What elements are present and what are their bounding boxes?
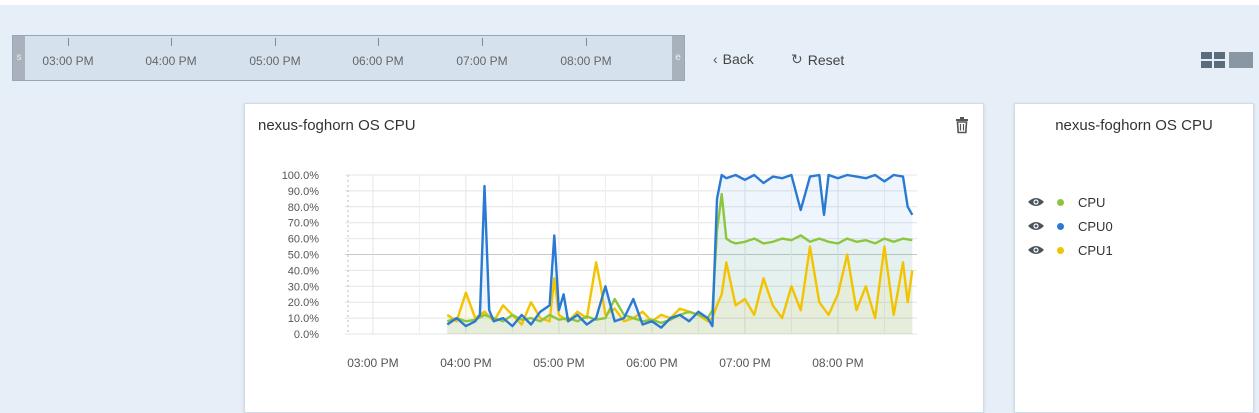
- y-tick-label: 80.0%: [288, 202, 319, 214]
- series-area-cpu1: [447, 246, 913, 334]
- y-tick-label: 90.0%: [288, 186, 319, 198]
- x-tick-label: 08:00 PM: [812, 356, 863, 370]
- legend-label-cpu1: CPU1: [1078, 242, 1113, 258]
- legend-dot-cpu: [1057, 198, 1064, 206]
- timeline-end-handle[interactable]: e: [672, 36, 684, 80]
- timeline-brush[interactable]: s 03:00 PM 04:00 PM 05:00 PM 06:00 PM 07:00 …: [12, 35, 685, 81]
- y-tick-label: 70.0%: [288, 218, 319, 230]
- x-tick-label: 04:00 PM: [440, 356, 491, 370]
- legend-panel-title: nexus-foghorn OS CPU: [1055, 117, 1213, 134]
- y-tick-label: 10.0%: [288, 313, 319, 325]
- y-tick-label: 100.0%: [282, 170, 320, 182]
- reset-label: Reset: [807, 51, 845, 68]
- y-tick-label: 0.0%: [294, 329, 319, 341]
- refresh-icon: ↻: [791, 51, 803, 67]
- y-tick-label: 50.0%: [288, 250, 319, 262]
- chart-panel-title: nexus-foghorn OS CPU: [258, 117, 416, 134]
- chevron-left-icon: ‹: [713, 51, 718, 67]
- legend-item-cpu1[interactable]: CPU1: [1027, 238, 1113, 262]
- series-line-cpu0: [446, 173, 914, 329]
- legend-item-cpu0[interactable]: CPU0: [1027, 214, 1113, 238]
- trash-icon[interactable]: [953, 116, 971, 134]
- eye-icon[interactable]: [1027, 196, 1045, 208]
- x-tick-label: 07:00 PM: [719, 356, 770, 370]
- single-view-icon[interactable]: [1229, 52, 1253, 68]
- timeline-tick: [586, 38, 587, 46]
- legend-dot-cpu1: [1057, 246, 1064, 254]
- y-tick-label: 60.0%: [288, 234, 319, 246]
- back-label: Back: [722, 51, 754, 67]
- top-band: [0, 0, 1259, 5]
- x-tick-label: 05:00 PM: [533, 356, 584, 370]
- grid-view-icon[interactable]: [1201, 52, 1225, 68]
- y-tick-label: 40.0%: [288, 265, 319, 277]
- legend-list: CPU CPU0 CPU1: [1027, 190, 1113, 262]
- legend-label-cpu0: CPU0: [1078, 218, 1113, 234]
- eye-icon[interactable]: [1027, 244, 1045, 256]
- x-tick-label: 06:00 PM: [626, 356, 677, 370]
- timeline-label: 07:00 PM: [456, 54, 508, 68]
- y-tick-label: 30.0%: [288, 281, 319, 293]
- series-area-cpu0: [447, 175, 913, 334]
- legend-panel: nexus-foghorn OS CPU CPU CPU0 CPU1: [1014, 103, 1254, 413]
- series-line-cpu1: [446, 245, 914, 326]
- timeline-tick: [275, 38, 276, 46]
- legend-item-cpu[interactable]: CPU: [1027, 190, 1113, 214]
- timeline-start-handle[interactable]: s: [13, 36, 25, 80]
- y-tick-label: 20.0%: [288, 297, 319, 309]
- timeline-tick: [482, 38, 483, 46]
- eye-icon[interactable]: [1027, 220, 1045, 232]
- x-tick-label: 03:00 PM: [347, 356, 398, 370]
- chart-panel: nexus-foghorn OS CPU 0.0% 10.0% 20.0% 30.0%…: [244, 103, 984, 413]
- cpu-line-chart[interactable]: 0.0% 10.0% 20.0% 30.0% 40.0% 50.0% 60.0% 70.0% 8…: [245, 104, 983, 404]
- series-line-cpu: [446, 192, 913, 325]
- timeline-label: 03:00 PM: [42, 54, 94, 68]
- back-button[interactable]: ‹ Back: [713, 51, 754, 67]
- timeline-label: 05:00 PM: [249, 54, 301, 68]
- timeline-tick: [68, 38, 69, 46]
- timeline-label: 06:00 PM: [352, 54, 404, 68]
- timeline-tick: [171, 38, 172, 46]
- timeline-tick: [378, 38, 379, 46]
- reset-button[interactable]: ↻ Reset: [791, 51, 844, 68]
- timeline-label: 04:00 PM: [145, 54, 197, 68]
- legend-label-cpu: CPU: [1078, 194, 1106, 210]
- legend-dot-cpu0: [1057, 222, 1064, 230]
- timeline-label: 08:00 PM: [560, 54, 612, 68]
- view-toggle: [1201, 52, 1253, 68]
